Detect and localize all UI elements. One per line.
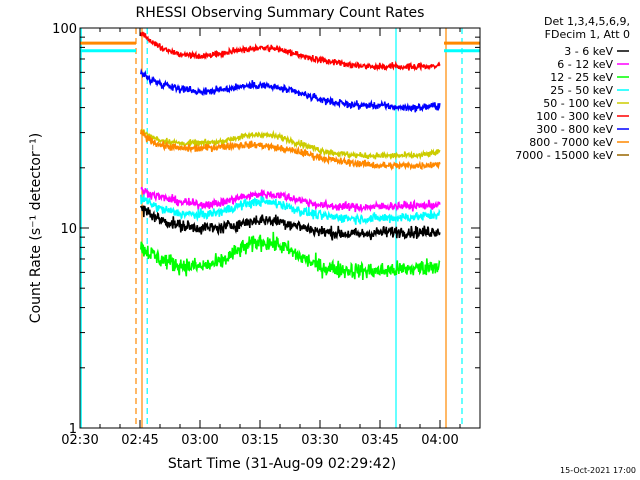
legend-label: 50 - 100 keV xyxy=(543,97,613,110)
x-axis: 02:30 02:45 03:00 03:15 03:30 03:45 04:00 xyxy=(61,28,481,448)
y-tick-label: 10 xyxy=(60,222,77,237)
series-line-6-12-kev xyxy=(140,186,441,214)
x-tick-label: 03:00 xyxy=(181,433,218,448)
x-tick-label: 02:45 xyxy=(121,433,158,448)
legend-label: 25 - 50 keV xyxy=(550,84,613,97)
plot-data xyxy=(80,28,480,428)
legend-label: 3 - 6 keV xyxy=(564,45,613,58)
series-line-50-100-kev xyxy=(140,128,441,161)
x-axis-label: Start Time (31-Aug-09 02:29:42) xyxy=(168,456,396,472)
legend-header-line-1: Det 1,3,4,5,6,9, xyxy=(544,15,630,28)
y-axis-label: Count Rate (s⁻¹ detector⁻¹) xyxy=(28,133,44,323)
legend: Det 1,3,4,5,6,9, FDecim 1, Att 0 3 - 6 k… xyxy=(515,15,630,162)
series-line-3-6-kev xyxy=(140,205,441,241)
x-tick-label: 04:00 xyxy=(421,433,458,448)
legend-label: 100 - 300 keV xyxy=(536,110,613,123)
series-line-25-50-kev xyxy=(140,194,441,226)
legend-label: 800 - 7000 keV xyxy=(529,136,613,149)
y-tick-label: 1 xyxy=(69,422,77,437)
x-tick-label: 03:15 xyxy=(241,433,278,448)
series-line-800-7000-kev xyxy=(140,129,441,171)
legend-label: 300 - 800 keV xyxy=(536,123,613,136)
legend-label: 12 - 25 keV xyxy=(550,71,613,84)
footer-date: 15-Oct-2021 17:00 xyxy=(560,466,636,475)
chart-title: RHESSI Observing Summary Count Rates xyxy=(136,5,425,21)
x-tick-label: 02:30 xyxy=(61,433,98,448)
series-line-100-300-kev xyxy=(140,31,441,72)
legend-header-line-2: FDecim 1, Att 0 xyxy=(545,28,630,41)
y-axis: 1 10 100 xyxy=(52,22,480,437)
legend-label: 7000 - 15000 keV xyxy=(515,149,613,162)
series-line-300-800-kev xyxy=(140,68,441,113)
series-line-12-25-kev xyxy=(140,231,441,281)
x-tick-label: 03:30 xyxy=(301,433,338,448)
y-tick-label: 100 xyxy=(52,22,77,37)
x-tick-label: 03:45 xyxy=(361,433,398,448)
legend-label: 6 - 12 keV xyxy=(557,58,613,71)
